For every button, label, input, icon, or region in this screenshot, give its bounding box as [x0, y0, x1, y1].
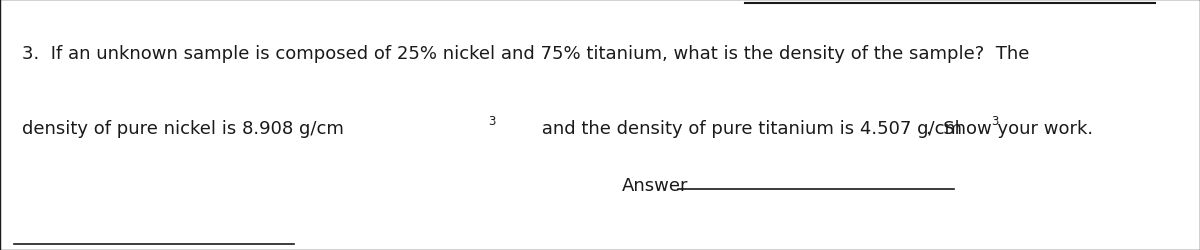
Text: 3.  If an unknown sample is composed of 25% nickel and 75% titanium, what is the: 3. If an unknown sample is composed of 2…	[22, 45, 1028, 63]
Text: and the density of pure titanium is 4.507 g/cm: and the density of pure titanium is 4.50…	[536, 120, 962, 138]
Text: 3: 3	[488, 114, 496, 128]
Text: Answer: Answer	[622, 176, 688, 194]
Text: .  Show your work.: . Show your work.	[925, 120, 1093, 138]
Text: 3: 3	[991, 114, 998, 128]
Text: density of pure nickel is 8.908 g/cm: density of pure nickel is 8.908 g/cm	[22, 120, 343, 138]
